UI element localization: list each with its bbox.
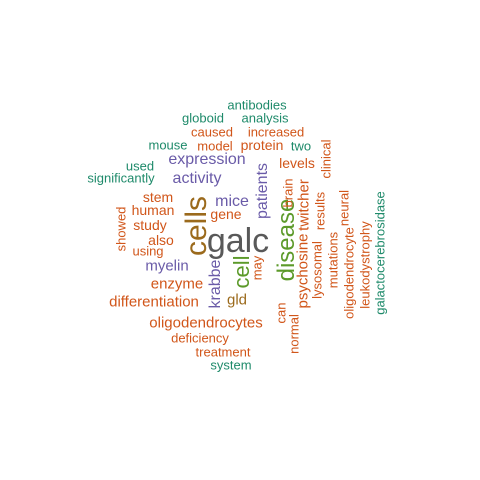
word-psychosine: psychosine (294, 233, 312, 309)
word-gld: gld (226, 291, 248, 309)
word-protein: protein (240, 137, 284, 153)
word-gene: gene (210, 206, 242, 222)
word-activity: activity (172, 170, 222, 187)
word-normal: normal (286, 314, 302, 354)
word-significantly: significantly (87, 170, 155, 186)
word-human: human (131, 202, 175, 218)
word-lysosomal: lysosomal (309, 241, 325, 299)
word-system: system (210, 357, 252, 373)
word-analysis: analysis (241, 110, 289, 126)
word-stem: stem (142, 189, 174, 205)
word-deficiency: deficiency (171, 330, 229, 346)
word-study: study (133, 217, 167, 233)
word-model: model (197, 138, 233, 154)
word-krabbe: krabbe (207, 259, 224, 309)
word-globoid: globoid (182, 110, 224, 126)
word-may: may (249, 255, 265, 281)
word-increased: increased (247, 124, 305, 140)
word-galactocerebrosidase: galactocerebrosidase (372, 191, 388, 315)
word-cells: cells (180, 195, 213, 257)
word-oligodendrocytes: oligodendrocytes (149, 314, 263, 332)
word-using: using (132, 243, 164, 259)
word-myelin: myelin (145, 257, 189, 275)
word-treatment: treatment (195, 344, 251, 360)
word-mice: mice (215, 193, 249, 210)
word-patients: patients (254, 162, 271, 220)
word-showed: showed (113, 206, 129, 252)
word-oligodendrocyte: oligodendrocyte (341, 227, 357, 319)
word-results: results (312, 191, 328, 231)
word-two: two (290, 138, 312, 154)
word-mouse: mouse (148, 137, 188, 153)
word-expression: expression (168, 151, 246, 168)
word-mutations: mutations (325, 231, 341, 289)
word-differentiation: differentiation (109, 293, 199, 311)
word-caused: caused (191, 124, 233, 140)
word-galc: galc (206, 222, 270, 260)
word-neural: neural (336, 189, 352, 227)
word-antibodies: antibodies (227, 97, 287, 113)
word-enzyme: enzyme (150, 275, 204, 293)
word-leukodystrophy: leukodystrophy (357, 221, 373, 309)
word-levels: levels (279, 155, 315, 171)
word-brain: brain (280, 178, 296, 208)
word-twitcher: twitcher (295, 179, 313, 231)
word-clinical: clinical (318, 139, 334, 179)
word-also: also (148, 232, 174, 248)
word-used: used (125, 158, 155, 174)
